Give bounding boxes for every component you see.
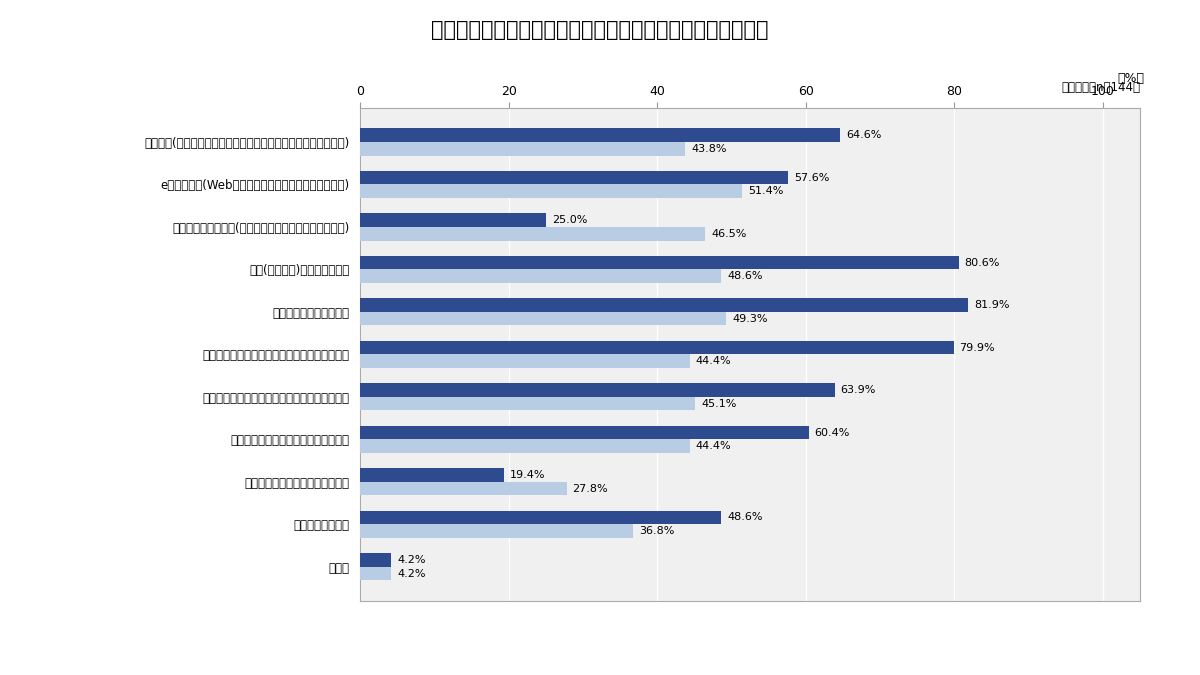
Text: 51.4%: 51.4% [748, 186, 784, 196]
Text: 57.6%: 57.6% [794, 173, 829, 183]
Bar [360, 383, 835, 397]
Bar [360, 171, 788, 184]
Text: 複数回答（n＝144）: 複数回答（n＝144） [1061, 81, 1140, 94]
Text: 43.8%: 43.8% [691, 144, 727, 154]
Text: 現在実施している教育手段、今後（も）実施したい教育手段: 現在実施している教育手段、今後（も）実施したい教育手段 [431, 20, 769, 40]
Text: 36.8%: 36.8% [640, 526, 674, 536]
Text: 48.6%: 48.6% [727, 512, 762, 522]
Bar [360, 142, 685, 155]
Bar [360, 524, 634, 538]
Text: 45.1%: 45.1% [701, 399, 737, 408]
Text: 60.4%: 60.4% [815, 427, 850, 437]
Bar [360, 554, 391, 567]
Bar [360, 341, 954, 354]
Bar [360, 298, 968, 312]
Bar [360, 482, 566, 495]
Text: （%）: （%） [1117, 72, 1145, 84]
Bar [360, 227, 706, 240]
Text: 44.4%: 44.4% [696, 441, 731, 451]
Bar [360, 567, 391, 580]
Text: 63.9%: 63.9% [841, 385, 876, 395]
Bar [360, 184, 742, 198]
Bar [360, 426, 809, 439]
Text: 19.4%: 19.4% [510, 470, 546, 480]
Bar [360, 128, 840, 142]
Text: 44.4%: 44.4% [696, 356, 731, 366]
Text: 79.9%: 79.9% [960, 343, 995, 352]
Text: 4.2%: 4.2% [397, 568, 426, 578]
Bar [360, 269, 721, 283]
Text: 4.2%: 4.2% [397, 555, 426, 565]
Text: 46.5%: 46.5% [712, 229, 746, 239]
Bar [360, 468, 504, 482]
Bar [360, 312, 726, 325]
Text: 48.6%: 48.6% [727, 271, 762, 281]
Text: 64.6%: 64.6% [846, 130, 881, 140]
Text: 81.9%: 81.9% [974, 300, 1010, 310]
Bar [360, 213, 546, 227]
Bar [360, 511, 721, 524]
Text: 80.6%: 80.6% [965, 258, 1000, 267]
Text: 25.0%: 25.0% [552, 215, 587, 225]
Bar [360, 439, 690, 453]
Text: 27.8%: 27.8% [572, 483, 608, 493]
Bar [360, 397, 695, 410]
Bar [360, 354, 690, 368]
Bar [360, 256, 959, 269]
Text: 49.3%: 49.3% [732, 314, 768, 324]
